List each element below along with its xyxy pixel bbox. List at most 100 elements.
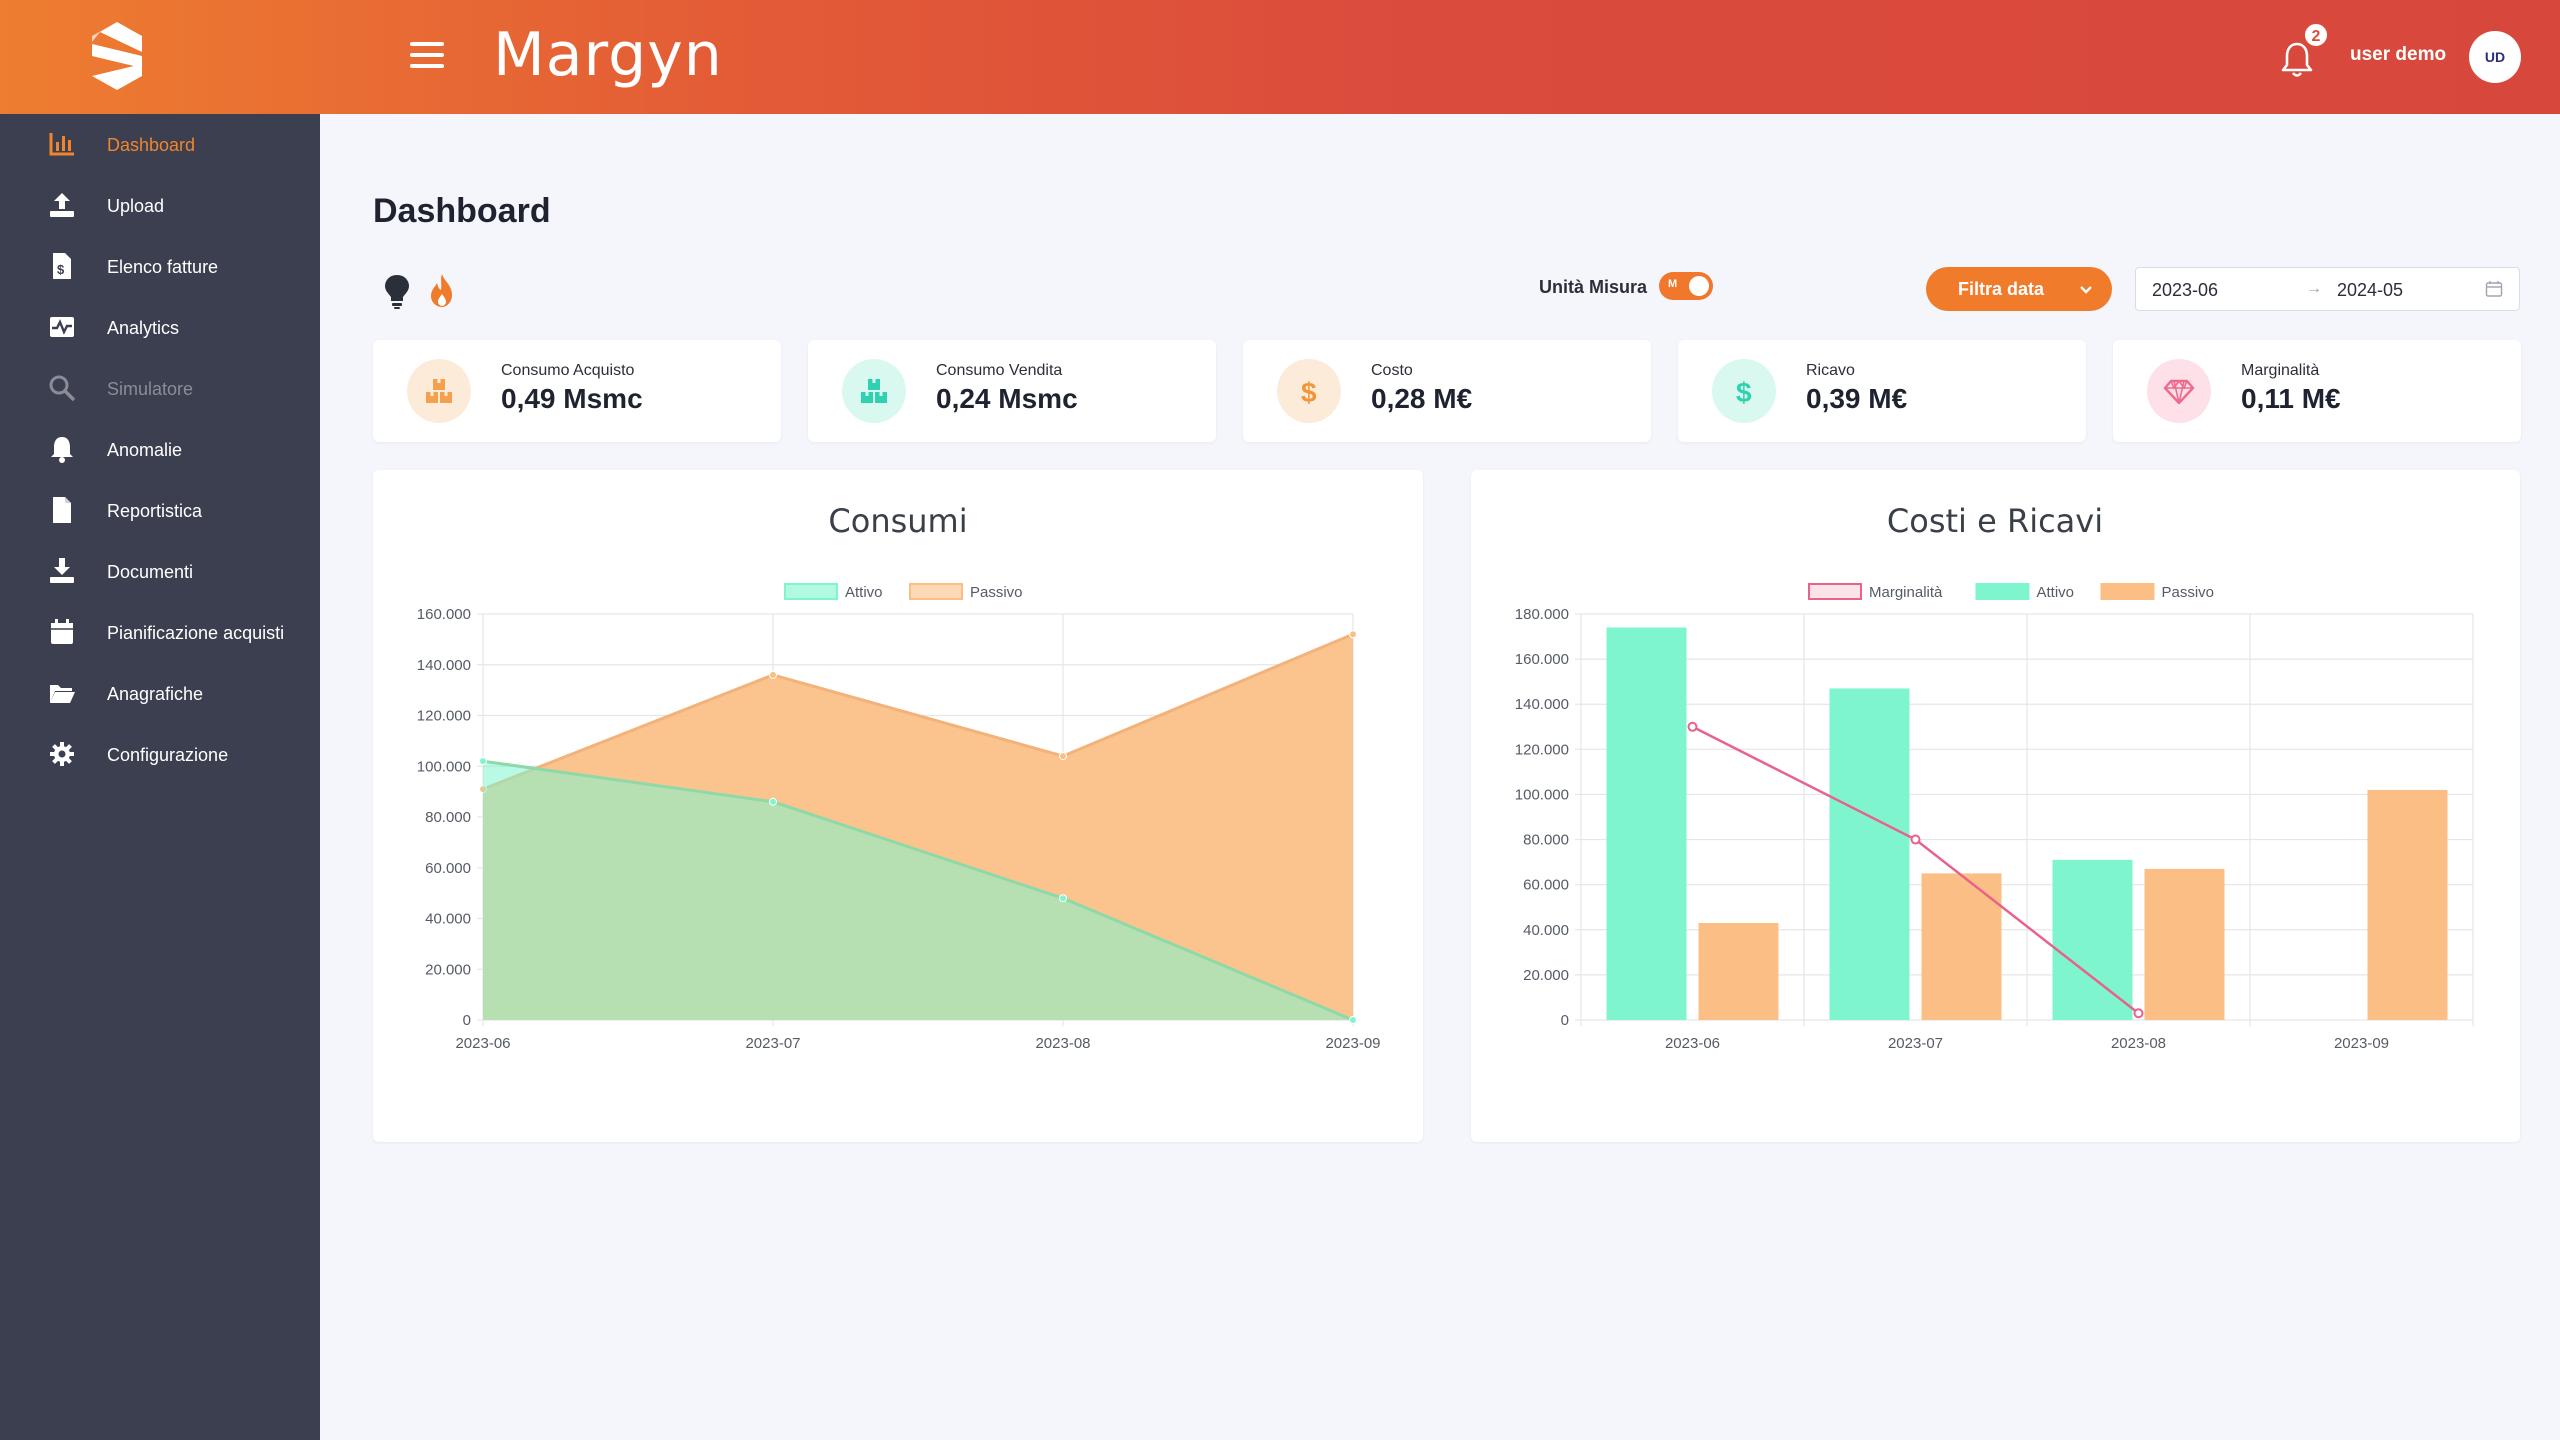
invoice-icon: $ bbox=[53, 253, 71, 279]
kpi-icon-circle bbox=[842, 359, 906, 423]
app-title: Margyn bbox=[493, 20, 723, 90]
logo[interactable] bbox=[92, 22, 142, 90]
y-tick-label: 80.000 bbox=[1523, 832, 1569, 849]
x-tick-label: 2023-09 bbox=[2334, 1035, 2389, 1052]
date-range-picker[interactable]: 2023-06 → 2024-05 bbox=[2135, 267, 2520, 311]
sidebar-item-label: Documenti bbox=[107, 562, 194, 582]
y-tick-label: 20.000 bbox=[425, 961, 471, 978]
kpi-label: Costo bbox=[1371, 362, 1413, 379]
area-attivo bbox=[483, 761, 1353, 1020]
toggle-knob bbox=[1689, 276, 1709, 296]
bar-attivo bbox=[1829, 688, 1910, 1020]
y-tick-label: 120.000 bbox=[417, 708, 471, 725]
y-tick-label: 40.000 bbox=[1523, 922, 1569, 939]
sidebar-item-upload[interactable]: Upload bbox=[0, 179, 320, 239]
sidebar-item-configurazione[interactable]: Configurazione bbox=[0, 728, 320, 788]
boxes-icon bbox=[861, 379, 887, 403]
sidebar-item-documenti[interactable]: Documenti bbox=[0, 545, 320, 605]
svg-text:$: $ bbox=[1736, 377, 1752, 407]
svg-text:$: $ bbox=[1301, 377, 1317, 407]
data-point bbox=[1687, 721, 1698, 732]
filter-date-label: Filtra data bbox=[1958, 279, 2045, 299]
notification-badge: 2 bbox=[2303, 22, 2329, 48]
kpi-label: Marginalità bbox=[2241, 362, 2320, 379]
chart-title: Costi e Ricavi bbox=[1887, 502, 2103, 540]
chevron-down-icon bbox=[2080, 286, 2092, 294]
sidebar-item-pianificazione-acquisti[interactable]: Pianificazione acquisti bbox=[0, 606, 320, 666]
data-point bbox=[769, 670, 777, 679]
bar-passivo bbox=[2367, 789, 2448, 1020]
boxes-icon bbox=[426, 379, 452, 403]
kpi-value: 0,11 M€ bbox=[2241, 383, 2341, 414]
kpi-value: 0,28 M€ bbox=[1371, 383, 1473, 414]
sidebar-item-label: Reportistica bbox=[107, 501, 203, 521]
bar-chart-icon bbox=[49, 133, 74, 156]
sidebar-item-dashboard[interactable]: Dashboard bbox=[0, 118, 320, 178]
bell-icon bbox=[51, 437, 73, 463]
y-tick-label: 0 bbox=[463, 1012, 471, 1029]
lightbulb-icon[interactable] bbox=[380, 272, 414, 310]
date-start[interactable]: 2023-06 bbox=[2152, 280, 2219, 300]
kpi-card-consumo-acquisto: Consumo Acquisto 0,49 Msmc bbox=[373, 340, 781, 442]
sidebar-item-simulatore[interactable]: Simulatore bbox=[0, 362, 320, 422]
dollar-icon: $ bbox=[1736, 377, 1752, 407]
x-tick-label: 2023-07 bbox=[745, 1035, 800, 1052]
x-tick-label: 2023-08 bbox=[1035, 1035, 1090, 1052]
y-tick-label: 160.000 bbox=[1515, 651, 1569, 668]
sidebar-item-anagrafiche[interactable]: Anagrafiche bbox=[0, 667, 320, 727]
kpi-label: Consumo Vendita bbox=[936, 362, 1063, 379]
diamond-icon bbox=[2163, 379, 2195, 405]
notification-bell-icon[interactable] bbox=[2280, 40, 2314, 78]
avatar[interactable]: UD bbox=[2469, 31, 2521, 83]
analytics-icon bbox=[50, 317, 74, 337]
costi-ricavi-chart: 0 20.000 40.000 60.000 80.000 100.000 120.000 1… bbox=[1515, 502, 2474, 1052]
data-point bbox=[479, 757, 487, 766]
sidebar-item-elenco-fatture[interactable]: $ Elenco fatture bbox=[0, 240, 320, 300]
bar-passivo bbox=[1921, 873, 2002, 1020]
filter-date-button[interactable]: Filtra data bbox=[1926, 267, 2112, 311]
data-point bbox=[2133, 1008, 2144, 1019]
dollar-icon: $ bbox=[1301, 377, 1317, 407]
legend-label: Attivo bbox=[845, 584, 883, 601]
data-point bbox=[1059, 894, 1067, 903]
sidebar-item-analytics[interactable]: Analytics bbox=[0, 301, 320, 361]
folder-icon bbox=[50, 685, 75, 703]
sidebar-item-label: Analytics bbox=[107, 318, 180, 338]
sidebar-item-reportistica[interactable]: Reportistica bbox=[0, 484, 320, 544]
data-point bbox=[1349, 1016, 1357, 1024]
legend-label: Passivo bbox=[970, 584, 1023, 601]
sidebar-item-label: Simulatore bbox=[107, 379, 194, 399]
data-point bbox=[1059, 752, 1067, 761]
consumi-chart: 0 20.000 40.000 60.000 80.000 100.000 120.000 1… bbox=[417, 502, 1381, 1052]
kpi-icon-circle bbox=[407, 359, 471, 423]
username[interactable]: user demo bbox=[2350, 44, 2447, 65]
bar-attivo bbox=[2052, 859, 2133, 1020]
sidebar-item-anomalie[interactable]: Anomalie bbox=[0, 423, 320, 483]
menu-toggle-button[interactable] bbox=[410, 42, 444, 70]
kpi-value: 0,49 Msmc bbox=[501, 383, 643, 414]
menu-icon-bar bbox=[410, 64, 444, 68]
y-tick-label: 60.000 bbox=[1523, 877, 1569, 894]
sidebar: Dashboard Upload $ Elenco fatture Analyt… bbox=[0, 114, 320, 1440]
kpi-card-ricavo: $ Ricavo 0,39 M€ bbox=[1678, 340, 2086, 442]
date-end[interactable]: 2024-05 bbox=[2337, 280, 2404, 300]
flame-icon[interactable] bbox=[425, 272, 459, 310]
kpi-label: Ricavo bbox=[1806, 362, 1855, 379]
search-icon bbox=[49, 375, 76, 402]
y-tick-label: 120.000 bbox=[1515, 741, 1569, 758]
x-tick-label: 2023-06 bbox=[455, 1035, 510, 1052]
unit-toggle[interactable]: M bbox=[1659, 272, 1713, 300]
y-tick-label: 100.000 bbox=[417, 758, 471, 775]
gear-icon bbox=[50, 742, 74, 766]
kpi-icon-circle: $ bbox=[1712, 359, 1776, 423]
kpi-value: 0,24 Msmc bbox=[936, 383, 1078, 414]
page-title: Dashboard bbox=[373, 192, 551, 230]
y-tick-label: 140.000 bbox=[1515, 696, 1569, 713]
legend-swatch bbox=[2100, 583, 2155, 600]
calendar-icon bbox=[2485, 281, 2503, 297]
y-tick-label: 80.000 bbox=[425, 809, 471, 826]
legend-label: Marginalità bbox=[1869, 584, 1943, 601]
file-icon bbox=[53, 497, 71, 523]
legend-swatch bbox=[784, 583, 838, 600]
menu-icon bbox=[410, 42, 444, 46]
